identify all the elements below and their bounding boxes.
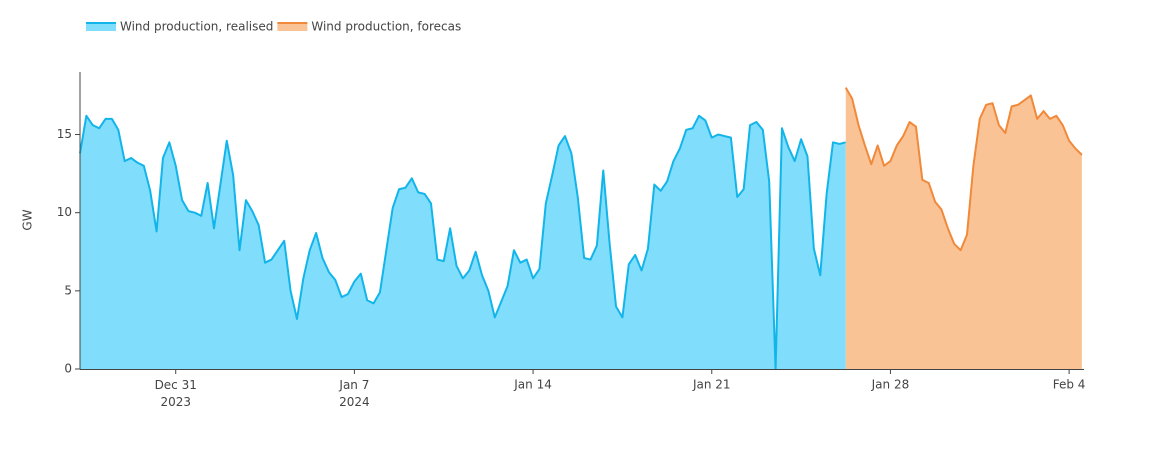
- x-tick-label: Dec 31 2023: [155, 378, 197, 409]
- x-tick-label: Jan 7 2024: [338, 378, 369, 409]
- x-tick-label: Jan 14: [513, 378, 552, 392]
- area: [845, 87, 1082, 369]
- legend-label: Wind production, realised: [120, 20, 273, 34]
- y-tick-label: 5: [64, 283, 72, 297]
- y-axis-title: GW: [21, 209, 35, 230]
- y-tick-label: 15: [57, 127, 72, 141]
- y-tick-label: 10: [57, 205, 72, 219]
- y-tick-label: 0: [64, 362, 72, 376]
- legend-label: Wind production, forecas: [311, 20, 461, 34]
- x-tick-label: Jan 28: [871, 378, 910, 392]
- x-tick-label: Feb 4: [1053, 378, 1086, 392]
- line: [79, 114, 846, 370]
- line: [844, 87, 1083, 252]
- area: [80, 115, 846, 370]
- legend-swatch: [86, 23, 116, 31]
- legend-swatch: [277, 23, 308, 31]
- x-tick-label: Jan 21: [692, 378, 731, 392]
